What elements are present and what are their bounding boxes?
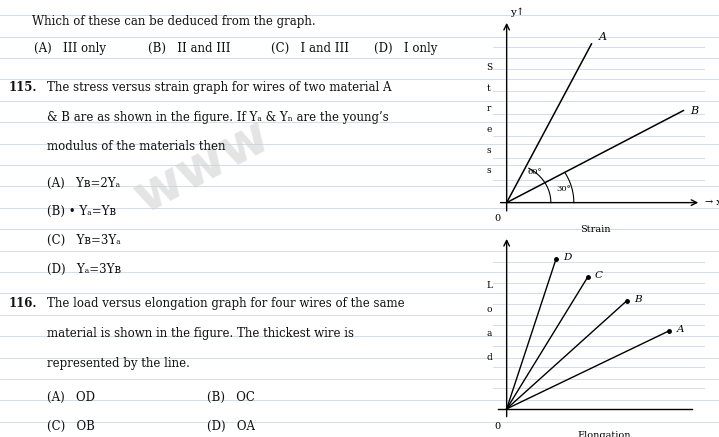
Text: e: e (486, 125, 492, 134)
Text: A: A (677, 325, 684, 334)
Text: 115.: 115. (9, 81, 37, 94)
Text: The stress versus strain graph for wires of two material A: The stress versus strain graph for wires… (47, 81, 391, 94)
Text: (C)   I and III: (C) I and III (271, 42, 349, 55)
Text: (A)   Yʙ=2Yₐ: (A) Yʙ=2Yₐ (47, 177, 120, 190)
Text: (D)   Yₐ=3Yʙ: (D) Yₐ=3Yʙ (47, 263, 121, 276)
Text: (A)   OD: (A) OD (47, 391, 95, 404)
Text: represented by the line.: represented by the line. (47, 357, 190, 370)
Text: The load versus elongation graph for four wires of the same: The load versus elongation graph for fou… (47, 297, 404, 310)
Text: 0: 0 (495, 214, 501, 223)
Text: 30°: 30° (557, 185, 571, 193)
Text: s: s (487, 166, 491, 175)
Text: o: o (486, 305, 492, 314)
Text: www: www (124, 109, 278, 223)
Text: a: a (486, 329, 492, 338)
Text: → x: → x (705, 198, 719, 207)
Text: & B are as shown in the figure. If Yₐ & Yₙ are the young’s: & B are as shown in the figure. If Yₐ & … (47, 111, 388, 124)
Text: 116.: 116. (9, 297, 37, 310)
Text: (A)   III only: (A) III only (35, 42, 106, 55)
Text: B: B (634, 295, 641, 304)
Text: s: s (487, 146, 491, 155)
Text: d: d (486, 353, 492, 362)
Text: r: r (487, 104, 491, 114)
Text: t: t (487, 84, 491, 93)
Text: Elongation: Elongation (577, 431, 631, 437)
Text: (C)   OB: (C) OB (47, 420, 95, 433)
Text: D: D (563, 253, 572, 262)
Text: 0: 0 (495, 423, 501, 431)
Text: (B)   OC: (B) OC (207, 391, 255, 404)
Text: (B) • Yₐ=Yʙ: (B) • Yₐ=Yʙ (47, 205, 116, 218)
Text: Which of these can be deduced from the graph.: Which of these can be deduced from the g… (32, 15, 316, 28)
Text: (B)   II and III: (B) II and III (148, 42, 230, 55)
Text: A: A (598, 32, 607, 42)
Text: material is shown in the figure. The thickest wire is: material is shown in the figure. The thi… (47, 327, 354, 340)
Text: L: L (486, 281, 492, 290)
Text: B: B (690, 106, 699, 115)
Text: (D)   OA: (D) OA (207, 420, 255, 433)
Text: (C)   Yʙ=3Yₐ: (C) Yʙ=3Yₐ (47, 234, 121, 247)
Text: y↑: y↑ (510, 7, 525, 17)
Text: modulus of the materials then: modulus of the materials then (47, 140, 225, 153)
Text: Strain: Strain (580, 225, 610, 234)
Text: S: S (486, 63, 492, 72)
Text: 60°: 60° (528, 168, 543, 176)
Text: (D)   I only: (D) I only (375, 42, 438, 55)
Text: C: C (595, 271, 603, 280)
